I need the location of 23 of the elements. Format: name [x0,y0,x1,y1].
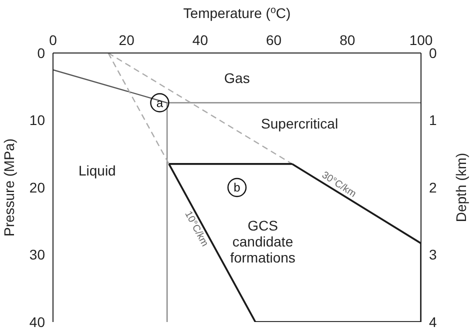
annotation: GCS candidate formations [230,217,296,266]
y-tick-label: 0 [37,44,46,61]
y-axis-title: Pressure (MPa) [1,138,17,237]
annotation: Gas [224,70,250,86]
x-tick-label: 0 [49,32,58,48]
x-axis-title: Temperature ($^{o}$C) [183,4,291,21]
y2-tick-label: 1 [429,112,437,128]
x-tick-label: 20 [118,32,135,48]
y2-tick-label: 2 [429,179,437,196]
y2-axis-title: Depth (km) [453,152,469,222]
x-tick-label: 80 [340,32,356,48]
y-tick-label: 40 [29,314,46,330]
annotation: Liquid [78,162,116,179]
y2-tick-label: 3 [429,246,437,263]
y-tick-label: 20 [29,179,46,196]
y-tick-label: 10 [29,112,46,128]
x-tick-label: 60 [266,32,282,48]
y-tick-label: 30 [29,246,46,263]
y2-tick-label: 4 [429,314,437,330]
circled-letter: b [227,178,247,198]
x-tick-label: 40 [192,32,208,48]
annotation: Supercritical [261,116,338,132]
annotation: b [234,180,241,194]
